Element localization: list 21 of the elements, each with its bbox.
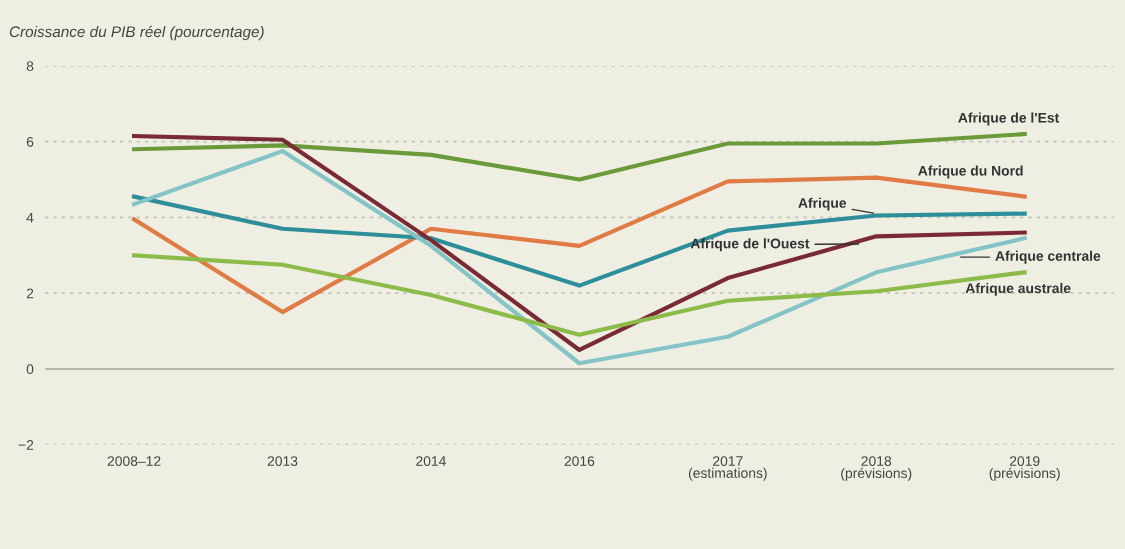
y-tick-label: −2 (18, 440, 34, 450)
x-tick-label: 2016 (564, 456, 595, 466)
series-label: Afrique centrale (995, 250, 1101, 264)
series-label: Afrique de l'Ouest (690, 238, 810, 252)
y-axis-title: Croissance du PIB réel (pourcentage) (9, 25, 264, 41)
series-label: Afrique du Nord (918, 165, 1023, 179)
series-label: Afrique australe (965, 282, 1071, 296)
y-tick-label: 0 (26, 364, 34, 375)
x-tick-label: 2014 (416, 456, 446, 466)
x-tick-label: 2008–12 (107, 456, 161, 466)
x-tick-label: 2013 (267, 456, 298, 466)
x-tick-label: 2018 (prévisions) (841, 456, 912, 481)
y-tick-label: 2 (26, 288, 34, 299)
y-tick-label: 6 (26, 136, 34, 147)
x-tick-label: 2019 (prévisions) (989, 456, 1060, 481)
line-series (131, 131, 1027, 182)
y-tick-label: 8 (26, 61, 34, 72)
series-label: Afrique de l'Est (958, 112, 1060, 126)
y-tick-label: 4 (26, 212, 34, 223)
x-tick-label: 2017 (estimations) (688, 456, 767, 481)
series-label: Afrique (798, 197, 847, 211)
